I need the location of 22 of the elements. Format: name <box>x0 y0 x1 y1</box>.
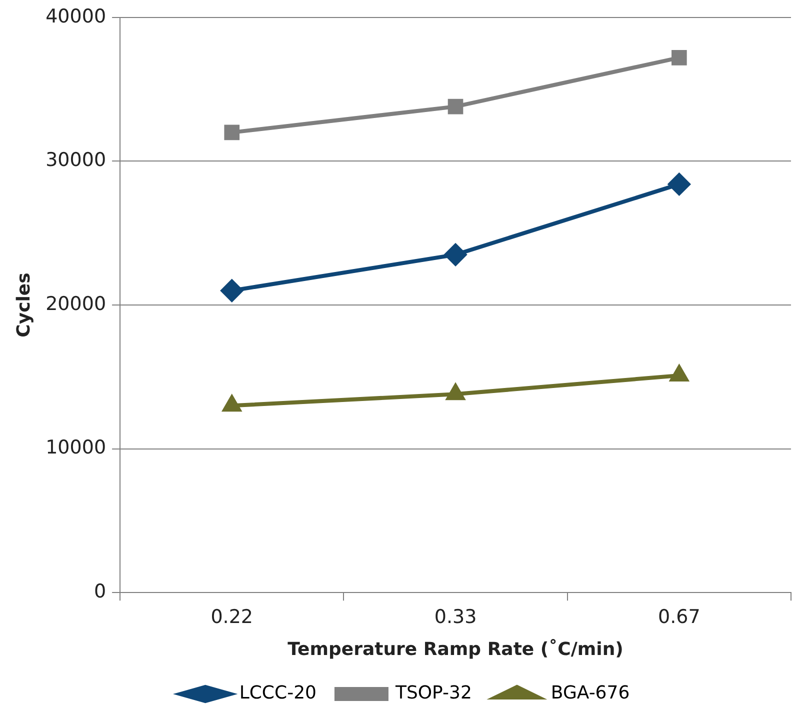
point <box>672 50 687 66</box>
point <box>444 244 467 266</box>
point <box>222 396 241 412</box>
y-tick-label: 20000 <box>46 292 106 315</box>
point <box>670 365 688 382</box>
x-tick-label: 0.67 <box>658 606 700 628</box>
y-axis-title: Cycles <box>13 272 34 338</box>
x-axis-title: Temperature Ramp Rate (˚C/min) <box>288 638 624 660</box>
point <box>220 280 243 302</box>
y-tick-label: 10000 <box>46 436 106 459</box>
y-tick-label: 0 <box>94 580 106 603</box>
x-tick-label: 0.22 <box>210 606 254 628</box>
legend-label: TSOP-32 <box>394 682 472 704</box>
legend-label: BGA-676 <box>550 682 630 704</box>
point <box>668 173 690 196</box>
point <box>448 98 464 114</box>
x-tick-label: 0.33 <box>434 606 477 628</box>
legend-label: LCCC-20 <box>239 682 316 704</box>
y-tick-label: 30000 <box>46 149 106 172</box>
y-tick-label: 40000 <box>46 5 106 28</box>
point <box>224 124 240 140</box>
point <box>446 384 464 400</box>
